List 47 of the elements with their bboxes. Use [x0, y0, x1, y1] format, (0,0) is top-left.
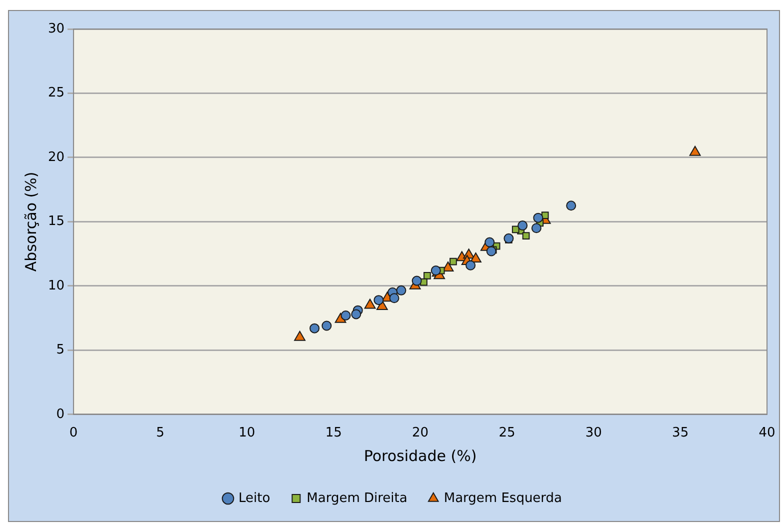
x-tick-label: 40	[758, 426, 776, 441]
point	[396, 285, 406, 296]
point	[424, 272, 431, 280]
x-tick-label: 20	[412, 426, 429, 441]
point	[374, 295, 384, 306]
legend-label: Margem Direita	[306, 490, 408, 506]
point	[484, 237, 495, 248]
point	[412, 276, 422, 286]
point	[364, 298, 376, 309]
point	[522, 232, 530, 240]
y-tick-label: 30	[48, 21, 65, 36]
point	[486, 246, 496, 256]
x-tick-label: 25	[498, 426, 516, 441]
point	[470, 252, 482, 262]
y-tick-label: 25	[48, 86, 65, 101]
legend-label: Margem Esquerda	[444, 490, 562, 506]
point	[504, 233, 514, 244]
x-axis-title: Porosidade (%)	[364, 446, 477, 465]
x-tick-label: 10	[238, 426, 256, 441]
point	[450, 258, 457, 266]
point	[466, 260, 476, 270]
y-tick-label: 5	[56, 342, 65, 358]
y-tick-label: 15	[48, 214, 65, 230]
y-tick-label: 20	[48, 150, 65, 165]
y-tick-label: 0	[56, 406, 65, 422]
point	[310, 323, 320, 334]
point	[430, 266, 441, 276]
point	[294, 330, 306, 341]
x-tick-label: 15	[325, 426, 342, 441]
point	[389, 293, 400, 304]
legend-label: Leito	[238, 490, 270, 506]
point	[351, 309, 362, 320]
point	[340, 310, 351, 320]
point	[566, 200, 576, 211]
x-tick-label: 35	[672, 426, 689, 441]
point	[512, 226, 520, 234]
point	[518, 220, 528, 231]
x-tick-label: 0	[69, 426, 78, 441]
point	[541, 212, 549, 219]
x-tick-label: 5	[156, 426, 164, 441]
point	[533, 212, 544, 223]
point	[322, 320, 332, 331]
point	[420, 278, 428, 286]
x-tick-label: 30	[585, 426, 602, 441]
y-tick-label: 10	[48, 278, 65, 294]
point	[531, 223, 542, 234]
y-axis-title: Absorção (%)	[22, 172, 40, 272]
